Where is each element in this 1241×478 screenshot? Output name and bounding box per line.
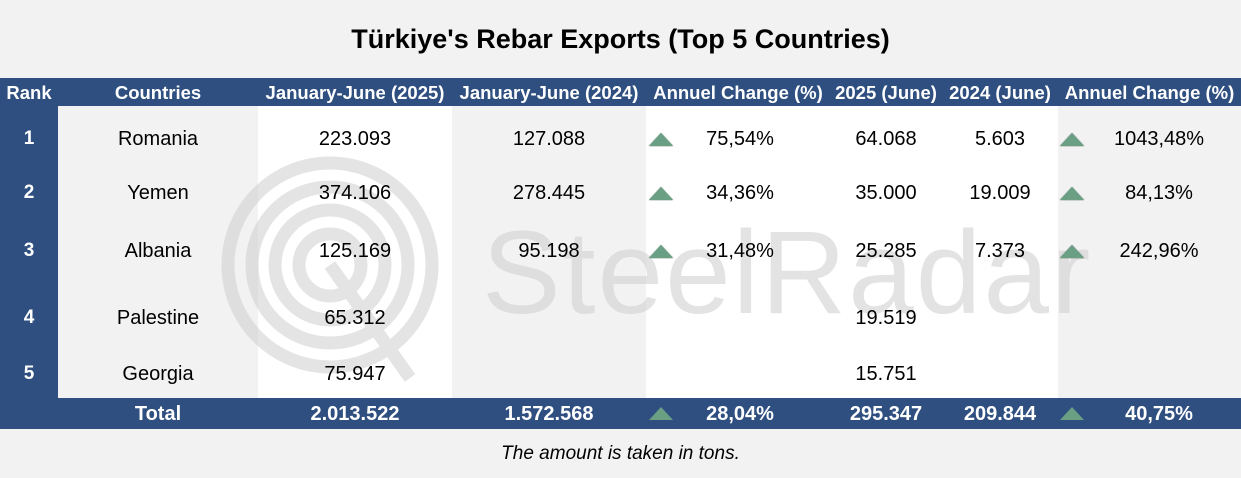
total-h1-2025: 2.013.522 [310, 403, 400, 425]
header-h1-change: Annuel Change (%) [653, 82, 823, 103]
rank-column [0, 106, 58, 398]
h1-change-cell: 31,48% [706, 240, 774, 262]
header-june-2024: 2024 (June) [949, 82, 1051, 103]
country-cell: Yemen [127, 182, 189, 204]
rank-cell: 4 [23, 307, 35, 328]
h1-2025-cell: 65.312 [324, 307, 386, 329]
table-header: Rank Countries January-June (2025) Janua… [0, 78, 1241, 106]
header-june-2025: 2025 (June) [835, 82, 937, 103]
june-2025-cell: 15.751 [855, 363, 917, 385]
header-countries: Countries [114, 82, 202, 103]
june-change-cell: 1043,48% [1113, 128, 1205, 150]
june-change-cell: 242,96% [1119, 240, 1199, 262]
total-h1-2024: 1.572.568 [504, 403, 594, 425]
total-h1-change: 28,04% [706, 403, 774, 425]
triangle-up-icon [1060, 133, 1084, 146]
h1-change-cell: 75,54% [706, 128, 774, 150]
total-june-2024: 209.844 [963, 403, 1037, 425]
h1-change-cell: 34,36% [706, 182, 774, 204]
june-change-cell: 84,13% [1125, 182, 1193, 204]
header-rank: Rank [6, 82, 52, 103]
june-2024-cell: 5.603 [974, 128, 1026, 150]
country-cell: Georgia [122, 363, 194, 385]
country-cell: Romania [117, 128, 199, 150]
june-2024-cell: 19.009 [969, 182, 1031, 204]
header-june-change: Annuel Change (%) [1064, 82, 1235, 103]
triangle-up-icon [649, 245, 673, 258]
header-h1-2024: January-June (2024) [459, 82, 639, 103]
june-2025-cell: 25.285 [855, 240, 917, 262]
exports-table: Rank Countries January-June (2025) Janua… [0, 78, 1241, 429]
country-cell: Palestine [116, 307, 200, 329]
h1-2024-cell: 127.088 [512, 128, 586, 150]
col-h1-change-bg [646, 106, 830, 398]
rank-cell: 3 [23, 240, 35, 261]
triangle-up-icon [1060, 245, 1084, 258]
rank-cell: 1 [23, 128, 35, 149]
triangle-up-icon [649, 407, 673, 420]
total-row: Total 2.013.522 1.572.568 28,04% 295.347… [0, 398, 1241, 429]
triangle-up-icon [649, 187, 673, 200]
triangle-up-icon [1060, 407, 1084, 420]
triangle-up-icon [1060, 187, 1084, 200]
june-2025-cell: 35.000 [855, 182, 917, 204]
total-label: Total [134, 403, 182, 425]
total-june-2025: 295.347 [849, 403, 923, 425]
h1-2025-cell: 374.106 [318, 182, 392, 204]
triangle-up-icon [649, 133, 673, 146]
h1-2024-cell: 95.198 [518, 240, 580, 262]
h1-2025-cell: 223.093 [318, 128, 392, 150]
h1-2025-cell: 75.947 [324, 363, 386, 385]
june-2024-cell: 7.373 [974, 240, 1026, 262]
page-title: Türkiye's Rebar Exports (Top 5 Countries… [351, 23, 890, 54]
june-2025-cell: 64.068 [855, 128, 917, 150]
country-cell: Albania [124, 240, 192, 262]
h1-2025-cell: 125.169 [318, 240, 392, 262]
rank-cell: 5 [23, 363, 35, 384]
june-2025-cell: 19.519 [855, 307, 917, 329]
rank-cell: 2 [23, 182, 35, 203]
col-june-bg [830, 106, 1058, 398]
h1-2024-cell: 278.445 [512, 182, 586, 204]
total-june-change: 40,75% [1125, 403, 1193, 425]
header-h1-2025: January-June (2025) [265, 82, 445, 103]
footer-note: The amount is taken in tons. [501, 442, 740, 464]
